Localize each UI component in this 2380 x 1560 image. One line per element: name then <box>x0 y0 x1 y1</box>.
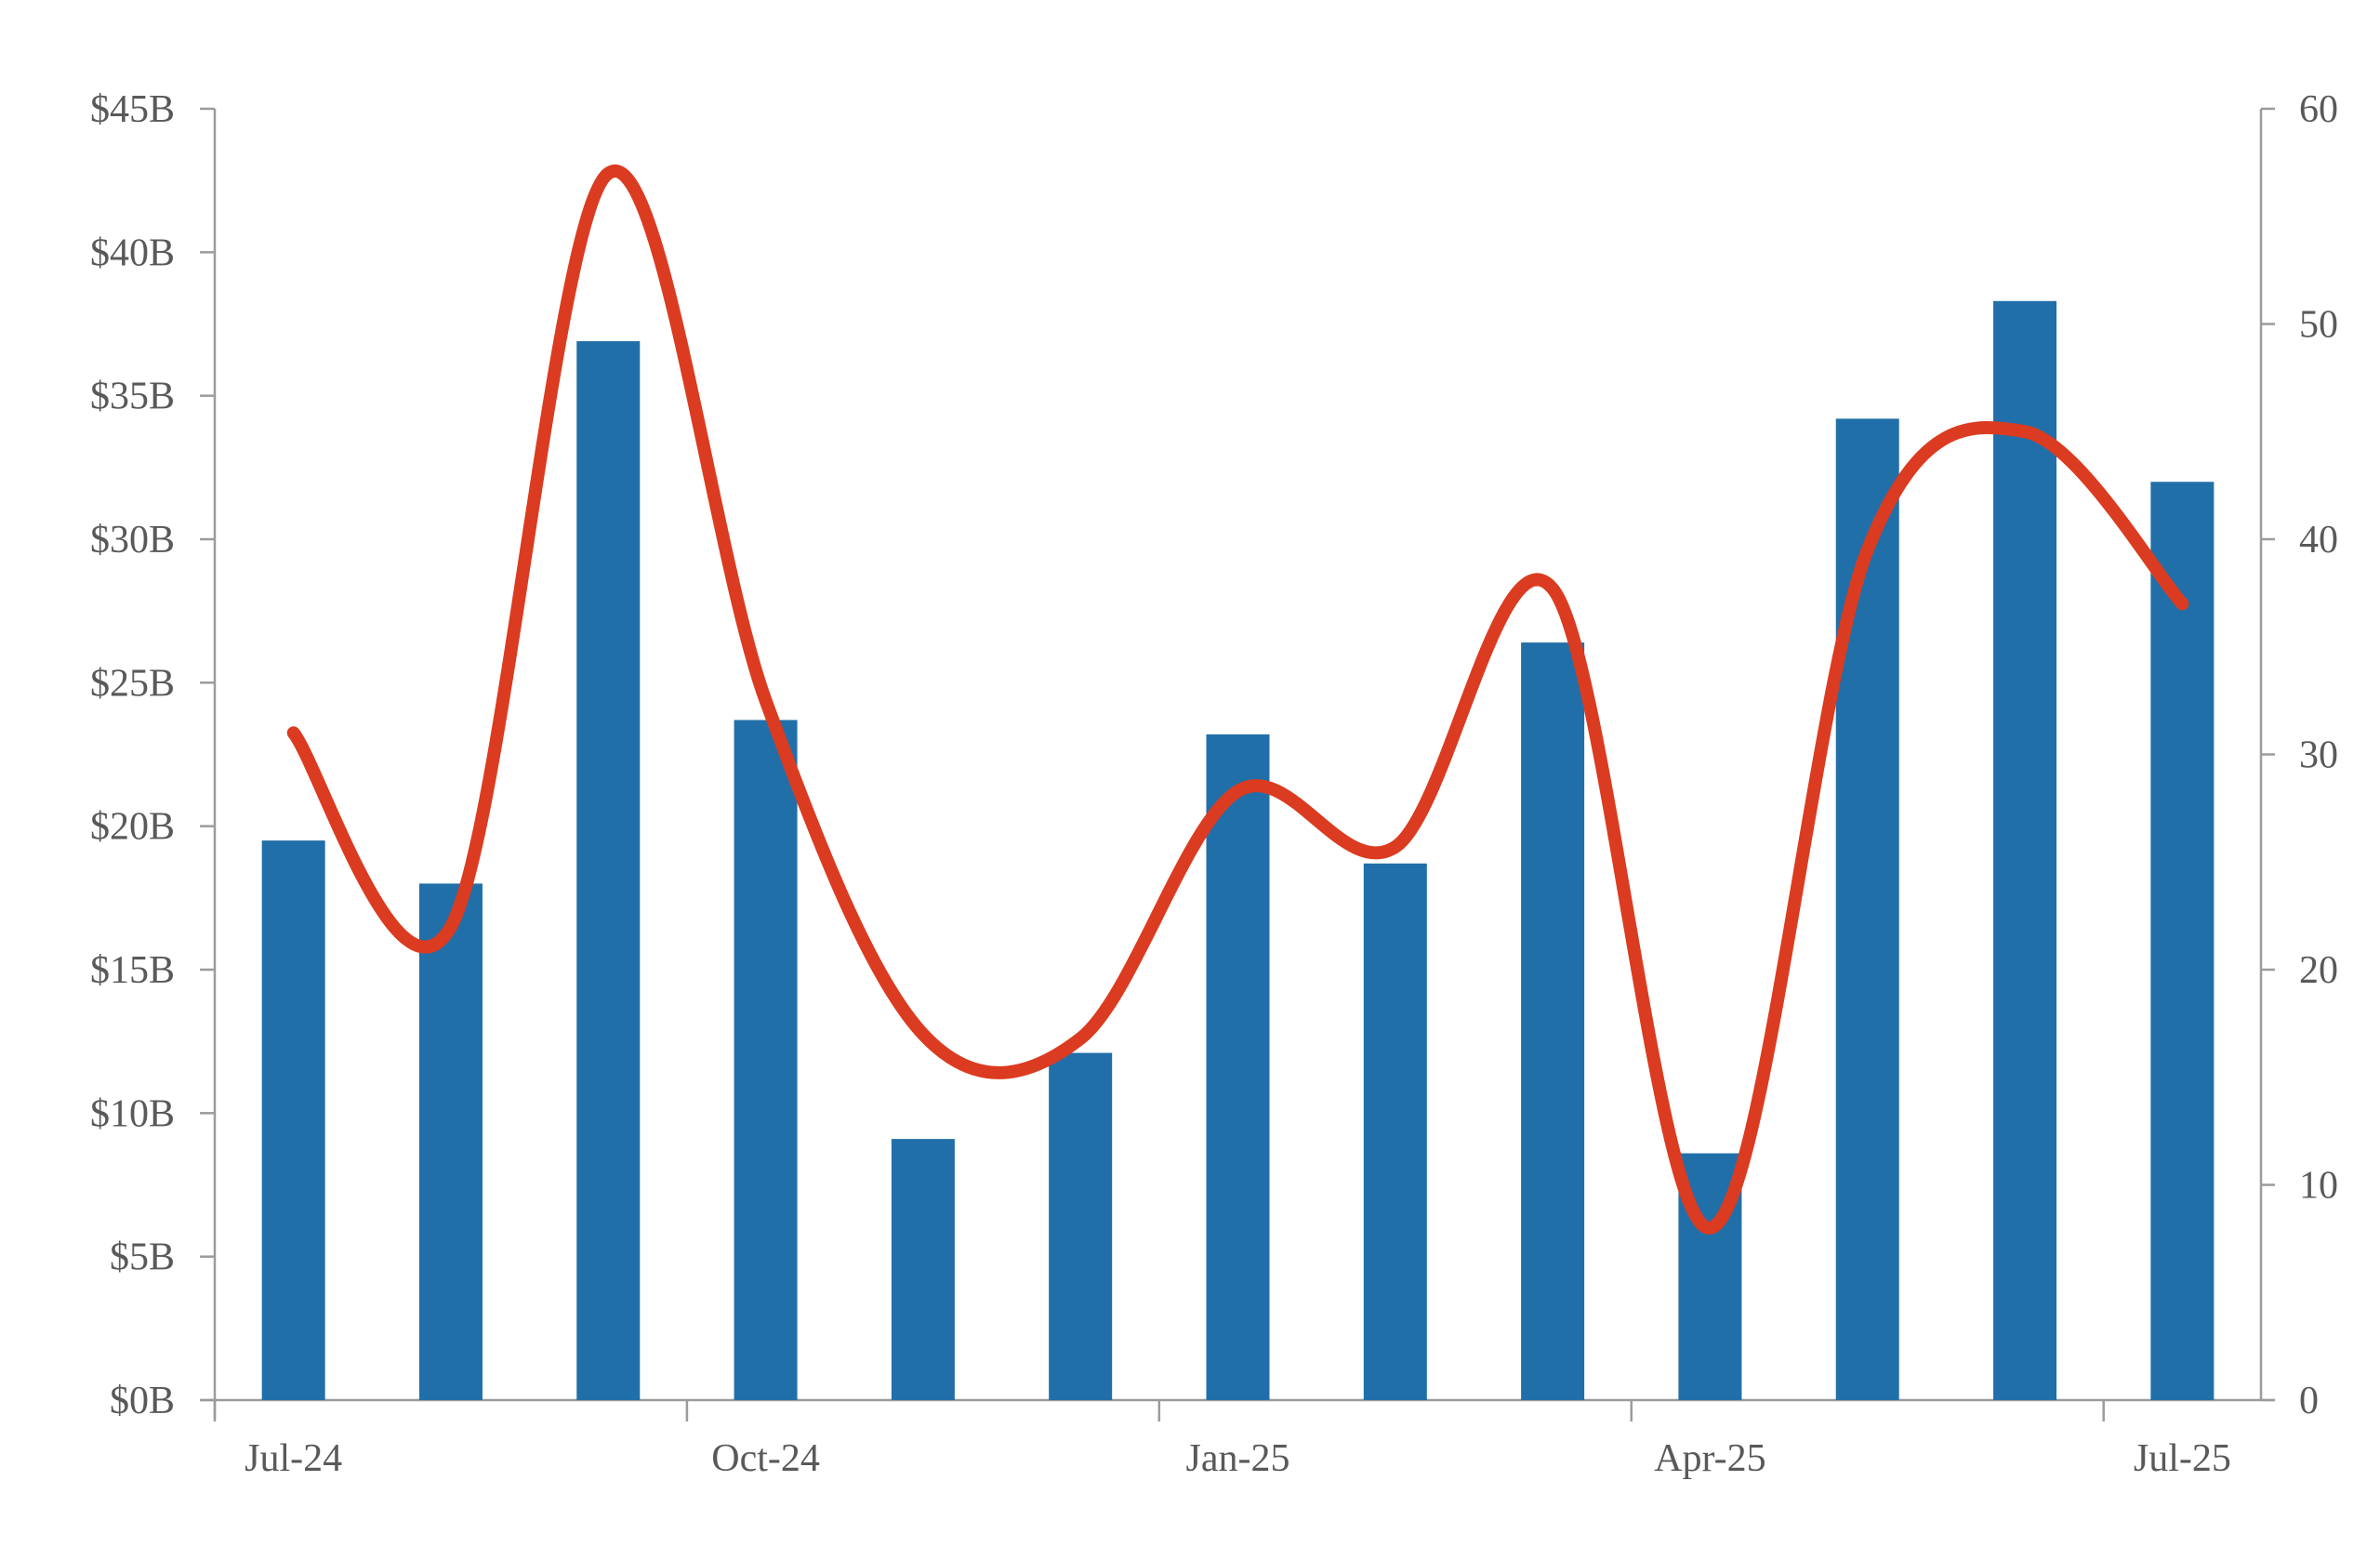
bar-jun-25[interactable] <box>1993 300 2057 1401</box>
left-axis-tick-label: $10B <box>90 1092 175 1135</box>
left-axis-tick-label: $35B <box>90 376 175 418</box>
x-axis-tick-label: Jul-24 <box>245 1437 342 1480</box>
bar-nov-24[interactable] <box>891 1139 955 1400</box>
bar-oct-24[interactable] <box>734 720 798 1400</box>
left-axis-tick-label: $40B <box>90 231 175 274</box>
bar-may-25[interactable] <box>1835 418 1899 1400</box>
right-axis-tick-label: 50 <box>2299 304 2338 347</box>
bar-aug-24[interactable] <box>418 883 483 1400</box>
left-axis-tick-label: $25B <box>90 662 175 705</box>
right-axis-tick-label: 10 <box>2299 1165 2338 1208</box>
left-axis-tick-label: $45B <box>90 88 175 131</box>
right-axis-tick-label: 40 <box>2299 519 2338 562</box>
left-axis-tick-label: $30B <box>90 519 175 562</box>
bar-dec-24[interactable] <box>1049 1052 1113 1400</box>
bar-jul-25[interactable] <box>2150 482 2215 1400</box>
right-axis-tick-label: 30 <box>2299 734 2338 777</box>
right-axis-tick-label: 0 <box>2299 1380 2319 1422</box>
bar-mar-25[interactable] <box>1521 642 1585 1400</box>
bar-sep-24[interactable] <box>576 341 641 1400</box>
bar-jul-24[interactable] <box>261 840 325 1400</box>
x-axis-tick-label: Jul-25 <box>2134 1437 2231 1480</box>
bar-jan-25[interactable] <box>1206 734 1270 1400</box>
x-axis-tick-label: Jan-25 <box>1186 1437 1290 1480</box>
right-axis-tick-label: 20 <box>2299 949 2338 992</box>
bar-feb-25[interactable] <box>1363 863 1427 1400</box>
x-axis-tick-label: Apr-25 <box>1654 1437 1765 1480</box>
trend-line[interactable] <box>286 165 2189 1235</box>
left-axis-tick-label: $5B <box>110 1236 175 1279</box>
left-axis-tick-label: $20B <box>90 806 175 849</box>
right-axis-tick-label: 60 <box>2299 88 2338 131</box>
left-axis-tick-label: $15B <box>90 949 175 992</box>
x-axis-tick-label: Oct-24 <box>711 1437 820 1480</box>
left-axis-tick-label: $0B <box>110 1380 175 1422</box>
